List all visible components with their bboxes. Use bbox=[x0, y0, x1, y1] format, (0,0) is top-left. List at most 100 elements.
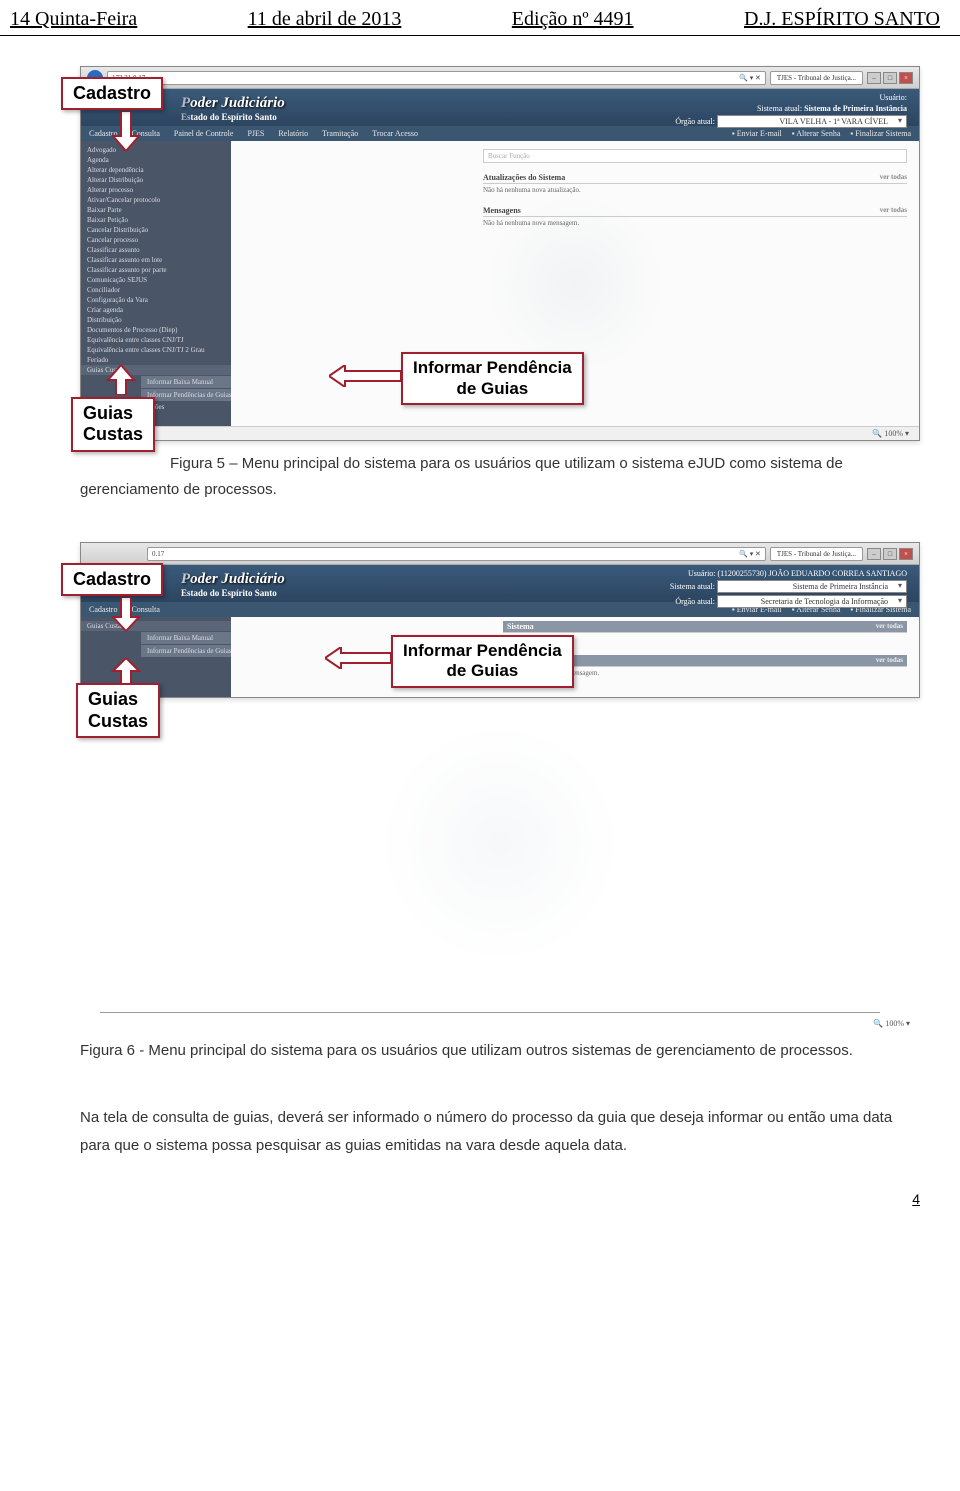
header-left: 14 Quinta-Feira bbox=[10, 8, 137, 31]
sidebar-item[interactable]: Agenda bbox=[81, 155, 231, 165]
nav-item[interactable]: PJES bbox=[247, 129, 264, 138]
footer-page-number: 4 bbox=[0, 1181, 960, 1217]
sidebar-subitem[interactable]: Informar Pendências de Guias bbox=[141, 645, 231, 657]
min-icon[interactable]: – bbox=[867, 548, 881, 560]
banner-right: Usuário: (11200255730) JOÃO EDUARDO CORR… bbox=[670, 569, 907, 608]
search-input[interactable]: Buscar Função bbox=[483, 149, 907, 163]
usuario-label: Usuário: bbox=[879, 93, 907, 102]
max-icon[interactable]: □ bbox=[883, 72, 897, 84]
sidebar-item[interactable]: Cancelar processo bbox=[81, 235, 231, 245]
sidebar-item[interactable]: Ativar/Cancelar protocolo bbox=[81, 195, 231, 205]
orgao-label: Órgão atual: bbox=[675, 597, 715, 606]
sidebar-item[interactable]: Baixar Petição bbox=[81, 215, 231, 225]
sidebar-item[interactable]: Classificar assunto por parte bbox=[81, 265, 231, 275]
orgao-dropdown[interactable]: Secretaria de Tecnologia da Informação bbox=[717, 595, 907, 608]
sidebar-item[interactable]: Alterar dependência bbox=[81, 165, 231, 175]
updates-text: Não há nenhuma nova atualização. bbox=[483, 184, 907, 194]
address-bar[interactable]: 172.21.0.17🔍 ▾ ✕ bbox=[107, 71, 766, 85]
sidebar-item[interactable]: Criar agenda bbox=[81, 305, 231, 315]
app-banner: Usuário: (11200255730) JOÃO EDUARDO CORR… bbox=[81, 565, 919, 602]
callout-guias-custas: GuiasCustas bbox=[76, 683, 160, 738]
callout-cadastro: Cadastro bbox=[61, 563, 163, 596]
browser-chrome: ← 172.21.0.17🔍 ▾ ✕ TJES - Tribunal de Ju… bbox=[81, 67, 919, 89]
sidebar-item[interactable]: Baixar Parte bbox=[81, 205, 231, 215]
sidebar-item[interactable]: Classificar assunto bbox=[81, 245, 231, 255]
banner-right: Usuário: Sistema atual: Sistema de Prime… bbox=[675, 93, 907, 128]
messages-text: Não há nenhuma nova mensagem. bbox=[483, 217, 907, 227]
sidebar-item[interactable]: Configuração da Vara bbox=[81, 295, 231, 305]
sidebar-item[interactable]: Distribuição bbox=[81, 315, 231, 325]
updates-title: Atualizações do Sistema bbox=[483, 173, 565, 182]
figure-5-screenshot: Cadastro GuiasCustas Informar Pendênciad… bbox=[80, 66, 920, 441]
weekday: Quinta-Feira bbox=[35, 8, 137, 30]
app-banner: Usuário: Sistema atual: Sistema de Prime… bbox=[81, 89, 919, 126]
nav-item[interactable]: Painel de Controle bbox=[174, 129, 234, 138]
header-date: 11 de abril de 2013 bbox=[248, 8, 402, 31]
callout-informar-pendencia: Informar Pendênciade Guias bbox=[401, 352, 584, 405]
nav-item[interactable]: Tramitação bbox=[322, 129, 358, 138]
sidebar-item[interactable]: Alterar Distribuição bbox=[81, 175, 231, 185]
browser-tab[interactable]: TJES - Tribunal de Justiça... bbox=[770, 547, 863, 561]
arrow-up-icon bbox=[106, 365, 136, 400]
nav-right-links: Enviar E-mail Alterar Senha Finalizar Si… bbox=[732, 129, 911, 138]
nav-item[interactable]: Trocar Acesso bbox=[372, 129, 418, 138]
sidebar-item[interactable]: Guias Custas bbox=[81, 365, 231, 375]
sidebar-menu: AdvogadoAgendaAlterar dependênciaAlterar… bbox=[81, 141, 231, 426]
close-icon[interactable]: × bbox=[899, 72, 913, 84]
sidebar-subitem[interactable]: Informar Baixa Manual bbox=[141, 632, 231, 644]
zoom-indicator: 🔍 100% ▾ bbox=[80, 1017, 920, 1030]
nav-link-finalizar[interactable]: Finalizar Sistema bbox=[850, 129, 911, 138]
messages-link[interactable]: ver todas bbox=[876, 656, 903, 664]
header-edition: Edição nº 4491 bbox=[512, 8, 634, 31]
figure-5-caption: Figura 5 – Menu principal do sistema par… bbox=[80, 451, 920, 502]
nav-link-email[interactable]: Enviar E-mail bbox=[732, 129, 782, 138]
callout-informar-pendencia: Informar Pendênciade Guias bbox=[391, 635, 574, 688]
max-icon[interactable]: □ bbox=[883, 548, 897, 560]
sidebar-item[interactable]: Guias Custas bbox=[81, 621, 231, 631]
sidebar-subitem[interactable]: Informar Baixa Manual bbox=[141, 376, 231, 388]
arrow-down-icon bbox=[111, 111, 141, 156]
updates-link[interactable]: ver todas bbox=[880, 173, 907, 181]
close-icon[interactable]: × bbox=[899, 548, 913, 560]
document-header: 14 Quinta-Feira 11 de abril de 2013 Ediç… bbox=[0, 0, 960, 36]
nav-item[interactable]: Relatório bbox=[278, 129, 308, 138]
sidebar-item[interactable]: Classificar assunto em lote bbox=[81, 255, 231, 265]
sistema-value: Sistema de Primeira Instância bbox=[804, 104, 907, 113]
browser-chrome: 0.17🔍 ▾ ✕ TJES - Tribunal de Justiça... … bbox=[81, 543, 919, 565]
page-number-top: 14 bbox=[10, 8, 30, 30]
body-paragraph: Na tela de consulta de guias, deverá ser… bbox=[80, 1104, 920, 1161]
zoom-indicator: 🔍 100% ▾ bbox=[81, 426, 919, 440]
page-content: Cadastro GuiasCustas Informar Pendênciad… bbox=[0, 36, 960, 1181]
sidebar-item[interactable]: Equivalência entre classes CNJ/TJ 2 Grau bbox=[81, 345, 231, 355]
sidebar-item[interactable]: Documentos de Processo (Diep) bbox=[81, 325, 231, 335]
sidebar-item[interactable]: Conciliador bbox=[81, 285, 231, 295]
header-publication: D.J. ESPÍRITO SANTO bbox=[744, 8, 940, 31]
sistema-dropdown[interactable]: Sistema de Primeira Instância bbox=[717, 580, 907, 593]
updates-block: Atualizações do Sistema ver todas Não há … bbox=[483, 173, 907, 194]
messages-block: Mensagens ver todas Não há nenhuma nova m… bbox=[483, 206, 907, 227]
arrow-down-icon bbox=[111, 597, 141, 636]
messages-title: Mensagens bbox=[483, 206, 521, 215]
min-icon[interactable]: – bbox=[867, 72, 881, 84]
address-bar[interactable]: 0.17🔍 ▾ ✕ bbox=[147, 547, 766, 561]
browser-tab[interactable]: TJES - Tribunal de Justiça... bbox=[770, 71, 863, 85]
figure-6-screenshot: Cadastro GuiasCustas Informar Pendênciad… bbox=[80, 542, 920, 698]
orgao-dropdown[interactable]: VILA VELHA - 1ª VARA CÍVEL bbox=[717, 115, 907, 128]
divider bbox=[100, 1012, 880, 1013]
sidebar-item[interactable]: Equivalência entre classes CNJ/TJ bbox=[81, 335, 231, 345]
sidebar-item[interactable]: Feriado bbox=[81, 355, 231, 365]
callout-cadastro: Cadastro bbox=[61, 77, 163, 110]
window-controls: – □ × bbox=[867, 72, 913, 84]
arrow-left-icon bbox=[325, 647, 391, 674]
usuario-line: Usuário: (11200255730) JOÃO EDUARDO CORR… bbox=[670, 569, 907, 578]
sidebar-item[interactable]: Advogado bbox=[81, 145, 231, 155]
sidebar-item[interactable]: Alterar processo bbox=[81, 185, 231, 195]
window-controls: – □ × bbox=[867, 548, 913, 560]
sistema-label: Sistema atual: bbox=[670, 582, 715, 591]
messages-link[interactable]: ver todas bbox=[880, 206, 907, 214]
sidebar-item[interactable]: Comunicação SEJUS bbox=[81, 275, 231, 285]
sidebar-item[interactable]: Cancelar Distribuição bbox=[81, 225, 231, 235]
nav-link-senha[interactable]: Alterar Senha bbox=[792, 129, 841, 138]
orgao-label: Órgão atual: bbox=[675, 117, 715, 126]
updates-link[interactable]: ver todas bbox=[876, 622, 903, 630]
